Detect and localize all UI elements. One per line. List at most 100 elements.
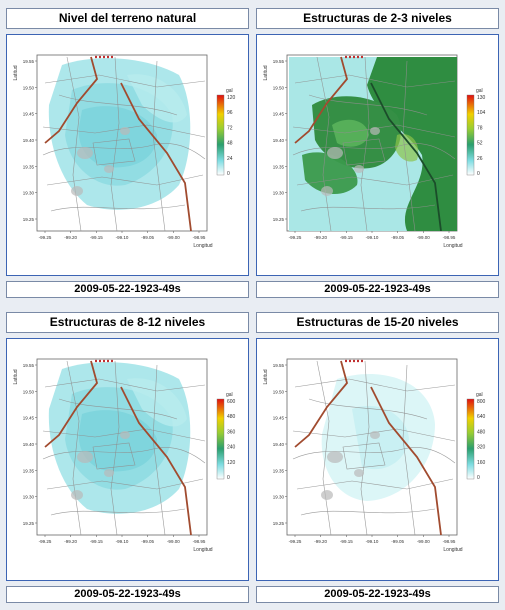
lat-tick-label: 19.45 <box>273 416 285 421</box>
panel-1-title: Nivel del terreno natural <box>6 8 249 29</box>
colorbar-tick-label: 480 <box>477 429 486 435</box>
colorbar-tick-label: 600 <box>227 399 236 405</box>
latitude-axis-label: Latitud <box>13 369 19 384</box>
colorbar-tick-label: 640 <box>477 414 486 420</box>
road-line <box>58 94 178 116</box>
acceleration-contour <box>78 410 157 472</box>
colorbar-tick-label: 800 <box>477 399 486 405</box>
lat-tick-label: 19.30 <box>23 191 35 196</box>
longitude-axis-label: Longitud <box>193 243 212 249</box>
longitude-axis-label: Longitud <box>443 547 462 553</box>
panel-2-timestamp: 2009-05-22-1923-49s <box>256 281 499 298</box>
road-line <box>42 143 206 160</box>
road-line <box>92 442 136 470</box>
lon-tick-label: -99.05 <box>141 539 154 544</box>
urban-area <box>370 431 380 439</box>
boundary-line <box>294 56 348 144</box>
panel-4-timestamp: 2009-05-22-1923-49s <box>256 586 499 603</box>
colorbar-tick-label: 78 <box>477 125 483 131</box>
panel-3-map: 19.55 19.50 19.45 19.40 19.35 19.30 19.25 Latit… <box>6 338 249 581</box>
panel-3-timestamp: 2009-05-22-1923-49s <box>6 586 249 603</box>
boundary-line <box>44 56 98 144</box>
road-line <box>44 378 206 392</box>
lat-tick-label: 19.55 <box>23 363 35 368</box>
road-line <box>50 508 186 516</box>
panel-4-map: 19.55 19.50 19.45 19.40 19.35 19.30 19.25 Latit… <box>256 338 499 581</box>
lat-tick-label: 19.50 <box>23 85 35 90</box>
lon-tick-label: -98.95 <box>443 235 456 240</box>
urban-area <box>77 147 93 159</box>
road-line <box>46 478 204 490</box>
panel-4-title: Estructuras de 15-20 niveles <box>256 312 499 333</box>
lat-tick-label: 19.55 <box>273 363 285 368</box>
lat-tick-label: 19.40 <box>273 442 285 447</box>
road-line <box>58 398 178 420</box>
latitude-axis-label: Latitud <box>263 65 269 80</box>
lon-tick-label: -99.05 <box>391 235 404 240</box>
longitude-axis-label: Longitud <box>443 243 462 249</box>
lon-tick-label: -99.00 <box>167 235 180 240</box>
urban-area <box>370 127 380 135</box>
colorbar-tick-label: 52 <box>477 141 483 147</box>
road-line <box>294 378 456 392</box>
lat-tick-label: 19.30 <box>273 495 285 500</box>
lat-tick-label: 19.30 <box>23 495 35 500</box>
acceleration-contour <box>78 106 157 168</box>
lon-tick-label: -98.95 <box>443 539 456 544</box>
lon-tick-label: -99.00 <box>417 539 430 544</box>
lon-tick-label: -99.05 <box>141 235 154 240</box>
colorbar-unit: gal <box>476 392 483 398</box>
latitude-axis-label: Latitud <box>13 65 19 80</box>
lon-tick-label: -99.25 <box>39 539 52 544</box>
colorbar-tick-label: 160 <box>477 460 486 466</box>
panel-3-title: Estructuras de 8-12 niveles <box>6 312 249 333</box>
panel-2-map: 19.55 19.50 19.45 19.40 19.35 19.30 19.25 Latit… <box>256 34 499 276</box>
panel-1-map: 19.55 19.50 19.45 19.40 19.35 19.30 19.25 Latit… <box>6 34 249 276</box>
lat-tick-label: 19.50 <box>273 389 285 394</box>
lat-tick-label: 19.30 <box>273 191 285 196</box>
colorbar-tick-label: 120 <box>227 460 236 466</box>
road-line <box>292 447 456 464</box>
boundary-line <box>120 386 192 535</box>
lon-tick-label: -99.25 <box>289 539 302 544</box>
urban-area <box>354 469 364 477</box>
map-svg: 19.55 19.50 19.45 19.40 19.35 19.30 19.25 Latit… <box>13 54 236 249</box>
lat-tick-label: 19.35 <box>273 164 285 169</box>
latitude-axis-label: Latitud <box>263 369 269 384</box>
lon-tick-label: -99.25 <box>289 235 302 240</box>
colorbar-tick-label: 0 <box>227 171 230 177</box>
road-line <box>44 74 206 88</box>
colorbar-tick-label: 96 <box>227 110 233 116</box>
colorbar-tick-label: 320 <box>477 445 486 451</box>
urban-area <box>327 451 343 463</box>
lat-tick-label: 19.40 <box>23 138 35 143</box>
lon-tick-label: -99.10 <box>366 235 379 240</box>
road-line <box>296 174 454 186</box>
lon-tick-label: -99.00 <box>417 235 430 240</box>
colorbar-tick-label: 480 <box>227 414 236 420</box>
urban-area <box>327 147 343 159</box>
boundary-line <box>120 82 192 231</box>
colorbar-tick-label: 120 <box>227 95 236 101</box>
map-svg: 19.55 19.50 19.45 19.40 19.35 19.30 19.25 Latit… <box>263 358 486 553</box>
road-line <box>316 360 332 535</box>
lon-tick-label: -99.20 <box>64 235 77 240</box>
colorbar-tick-label: 48 <box>227 141 233 147</box>
colorbar <box>466 94 475 176</box>
boundary-line <box>370 386 442 535</box>
boundary-line <box>44 360 98 448</box>
boundary-line <box>294 360 348 448</box>
road-line <box>92 138 136 166</box>
road-line <box>66 360 82 535</box>
colorbar-tick-label: 130 <box>477 95 486 101</box>
lat-tick-label: 19.35 <box>273 468 285 473</box>
colorbar <box>216 94 225 176</box>
map-svg: 19.55 19.50 19.45 19.40 19.35 19.30 19.25 Latit… <box>13 358 236 553</box>
urban-area <box>321 490 333 500</box>
road-line <box>296 478 454 490</box>
urban-area <box>104 469 114 477</box>
colorbar <box>216 398 225 480</box>
urban-area <box>354 165 364 173</box>
road-line <box>300 508 436 516</box>
panel-2-title: Estructuras de 2-3 niveles <box>256 8 499 29</box>
